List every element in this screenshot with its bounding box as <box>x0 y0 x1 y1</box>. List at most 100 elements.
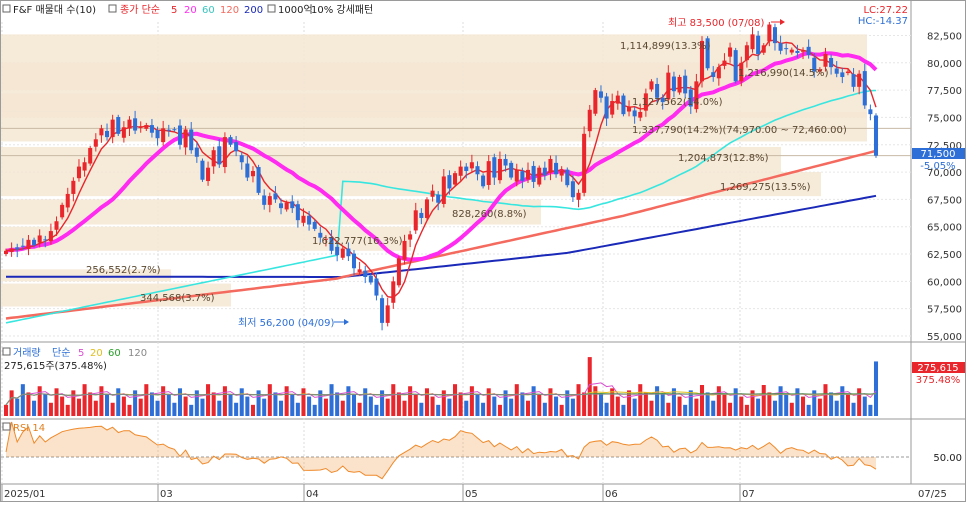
volume-bar <box>772 400 777 416</box>
volume-bar <box>194 390 199 416</box>
volume-bar <box>419 402 424 416</box>
legend-label: 종가 단순 <box>120 4 160 16</box>
candle-body <box>784 48 789 50</box>
candle-body <box>346 248 351 257</box>
volume-bar <box>834 400 839 416</box>
volume-bar <box>823 384 828 416</box>
volume-bar <box>43 394 48 416</box>
volume-profile <box>1 34 911 307</box>
candle-body <box>840 72 845 77</box>
volume-bar <box>183 396 188 416</box>
candle-body <box>9 248 14 253</box>
candle-body <box>655 83 660 98</box>
volume-bar <box>127 404 132 416</box>
candle-body <box>430 190 435 197</box>
volume-bar <box>149 392 154 416</box>
candle-body <box>408 234 413 240</box>
candle-body <box>834 68 839 74</box>
volume-bar <box>548 388 553 416</box>
y-tick-label: 70,000 <box>927 168 962 179</box>
volume-bar <box>177 388 183 416</box>
x-tick-label: 06 <box>605 489 618 500</box>
volume-bar <box>475 394 480 416</box>
volume-bar <box>705 392 710 416</box>
legend-volume-band: 1000억 <box>278 4 313 16</box>
volume-bar <box>144 384 149 416</box>
candle-body <box>812 57 817 72</box>
candle-body <box>295 204 300 221</box>
volume-bar <box>380 390 385 416</box>
candle-body <box>144 125 149 129</box>
volume-profile-label: 1,114,899(13.3%) <box>620 41 711 52</box>
volume-bar <box>239 388 244 416</box>
candle-body <box>660 97 665 103</box>
legend-box-icon[interactable] <box>108 4 117 13</box>
volume-bar <box>396 392 401 416</box>
volume-bar <box>716 386 721 416</box>
volume-bar <box>323 398 328 416</box>
volume-bar <box>666 402 671 416</box>
legend-box-icon[interactable] <box>2 422 11 431</box>
candle-body <box>48 231 53 242</box>
volume-bar <box>643 392 648 416</box>
volume-profile-band <box>1 172 821 197</box>
candle-body <box>868 109 873 115</box>
volume-bar <box>346 386 351 416</box>
candle-body <box>166 129 171 131</box>
volume-bar <box>728 402 733 416</box>
legend-box-icon[interactable] <box>2 4 11 13</box>
volume-bar <box>565 390 570 416</box>
candle-body <box>610 101 615 115</box>
price-badge-value: 71,500 <box>921 149 956 160</box>
candle-body <box>307 215 312 225</box>
candle-body <box>329 237 334 251</box>
volume-bar <box>133 390 138 416</box>
high-annotation: 최고 83,500 (07/08) <box>668 17 764 29</box>
candle-body <box>172 129 177 131</box>
volume-bar <box>307 396 312 416</box>
candle-body <box>105 130 110 138</box>
volume-bar <box>469 386 474 416</box>
volume-profile-label: 1,127,562(14.0%) <box>632 97 723 108</box>
volume-bar <box>604 402 609 416</box>
candle-body <box>598 91 603 98</box>
candle-body <box>385 305 390 323</box>
volume-bar <box>161 386 166 416</box>
volume-bar <box>26 392 31 416</box>
x-tick-label: 04 <box>306 489 319 500</box>
volume-bar <box>99 386 104 416</box>
high-arrowhead-icon <box>780 19 785 25</box>
volume-bar <box>632 398 637 416</box>
legend-box-icon[interactable] <box>267 4 276 13</box>
legend-box-icon[interactable] <box>2 347 11 356</box>
candle-body <box>374 278 379 296</box>
candle-body <box>161 128 166 143</box>
low-arrowhead-icon <box>344 319 349 325</box>
volume-bar <box>234 402 239 416</box>
volume-bar <box>525 400 531 416</box>
candle-body <box>424 199 429 218</box>
volume-bar <box>784 394 789 416</box>
candle-body <box>604 96 609 119</box>
volume-bar <box>9 390 14 416</box>
volume-bar <box>458 392 463 416</box>
candle-body <box>548 158 553 173</box>
candle-body <box>497 158 502 181</box>
price-badge <box>912 148 965 159</box>
volume-bar <box>542 402 547 416</box>
volume-badge <box>912 362 965 373</box>
volume-bar <box>789 402 794 416</box>
volume-badge-value: 275,615 <box>917 363 958 374</box>
y-tick-label: 62,500 <box>927 250 962 261</box>
candle-body <box>761 45 766 53</box>
candle-body <box>312 221 317 229</box>
y-tick-label: 80,000 <box>927 59 962 70</box>
candle-body <box>638 111 643 118</box>
y-tick-label: 67,500 <box>927 195 962 206</box>
volume-bar <box>121 396 126 416</box>
volume-bar <box>340 400 345 416</box>
volume-bar <box>206 384 211 416</box>
candle-body <box>711 72 716 77</box>
volume-bar <box>189 404 194 416</box>
candle-body <box>396 258 401 286</box>
